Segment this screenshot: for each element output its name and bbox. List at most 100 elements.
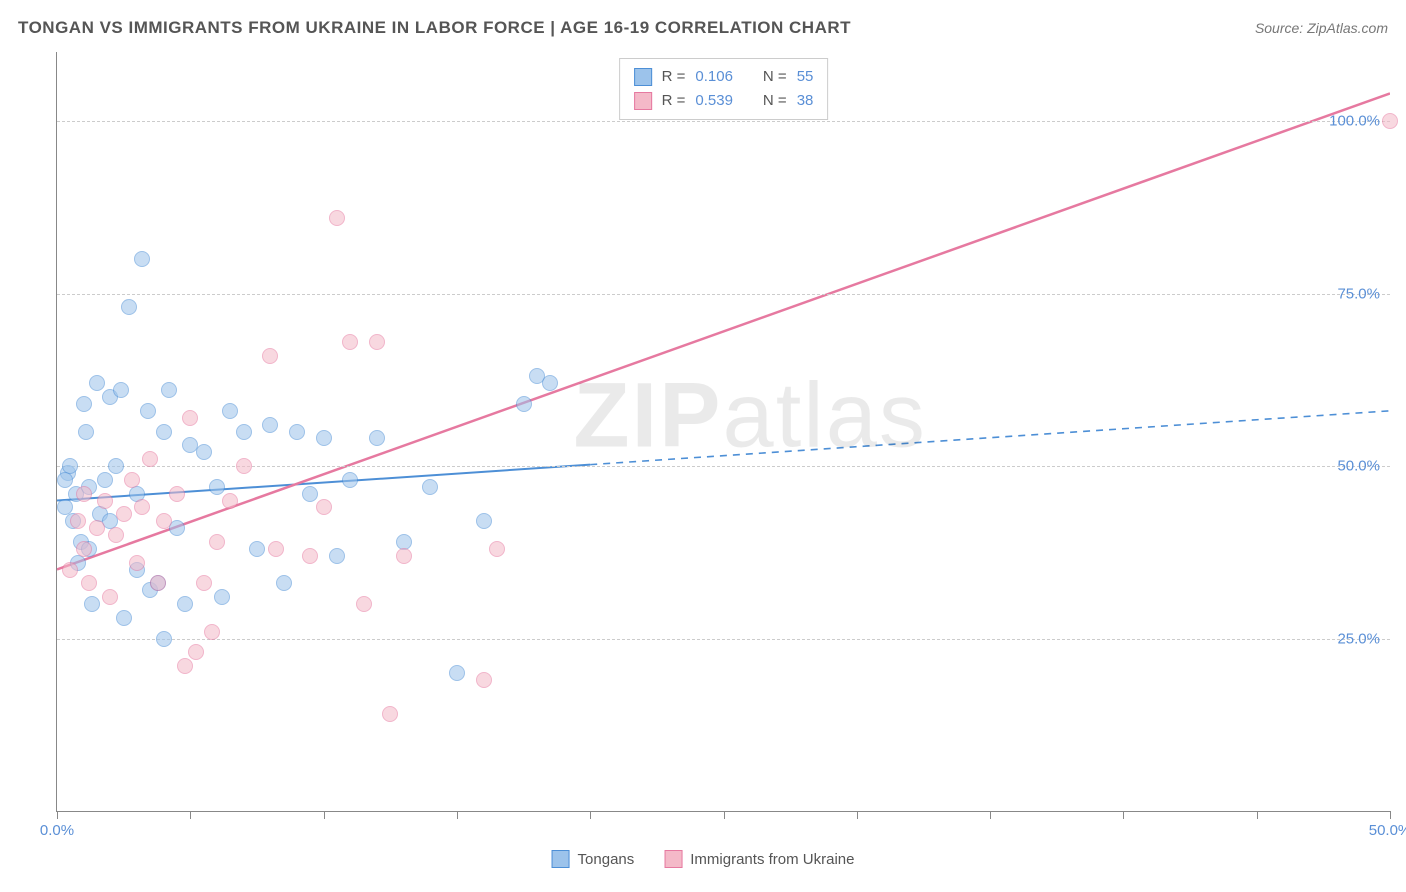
data-point (108, 527, 124, 543)
trend-line-extrapolated (590, 411, 1390, 465)
data-point (116, 506, 132, 522)
legend-swatch (664, 850, 682, 868)
data-point (196, 444, 212, 460)
chart-title: TONGAN VS IMMIGRANTS FROM UKRAINE IN LAB… (18, 18, 851, 38)
y-tick-label: 75.0% (1337, 285, 1380, 302)
data-point (214, 589, 230, 605)
data-point (369, 334, 385, 350)
data-point (76, 486, 92, 502)
data-point (89, 375, 105, 391)
x-tick (457, 811, 458, 819)
x-tick-label: 50.0% (1369, 822, 1406, 839)
data-point (188, 644, 204, 660)
data-point (236, 458, 252, 474)
source-attribution: Source: ZipAtlas.com (1255, 20, 1388, 36)
stats-legend-row: R = 0.539 N = 38 (634, 89, 814, 113)
data-point (113, 382, 129, 398)
x-tick (190, 811, 191, 819)
data-point (161, 382, 177, 398)
x-tick (57, 811, 58, 819)
data-point (476, 672, 492, 688)
legend-swatch (634, 68, 652, 86)
data-point (489, 541, 505, 557)
y-tick-label: 50.0% (1337, 458, 1380, 475)
data-point (204, 624, 220, 640)
data-point (342, 472, 358, 488)
data-point (542, 375, 558, 391)
r-value: 0.539 (695, 89, 733, 113)
gridline (57, 121, 1390, 122)
legend-swatch (552, 850, 570, 868)
x-tick (590, 811, 591, 819)
data-point (97, 493, 113, 509)
data-point (62, 562, 78, 578)
legend-item: Tongans (552, 850, 635, 868)
data-point (329, 548, 345, 564)
data-point (209, 534, 225, 550)
data-point (84, 596, 100, 612)
legend-label: Immigrants from Ukraine (690, 851, 854, 868)
data-point (78, 424, 94, 440)
x-tick-label: 0.0% (40, 822, 74, 839)
n-value: 55 (797, 65, 814, 89)
data-point (382, 706, 398, 722)
data-point (150, 575, 166, 591)
stats-legend: R = 0.106 N = 55R = 0.539 N = 38 (619, 58, 829, 120)
data-point (196, 575, 212, 591)
legend-swatch (634, 92, 652, 110)
data-point (129, 555, 145, 571)
data-point (289, 424, 305, 440)
x-tick (990, 811, 991, 819)
data-point (396, 548, 412, 564)
data-point (476, 513, 492, 529)
data-point (249, 541, 265, 557)
data-point (342, 334, 358, 350)
series-legend: Tongans Immigrants from Ukraine (552, 850, 855, 868)
data-point (316, 499, 332, 515)
x-tick (857, 811, 858, 819)
data-point (316, 430, 332, 446)
data-point (302, 548, 318, 564)
x-tick (724, 811, 725, 819)
x-tick (1123, 811, 1124, 819)
data-point (89, 520, 105, 536)
trend-lines (57, 52, 1390, 811)
data-point (134, 499, 150, 515)
data-point (76, 541, 92, 557)
data-point (302, 486, 318, 502)
data-point (369, 430, 385, 446)
n-value: 38 (797, 89, 814, 113)
data-point (156, 513, 172, 529)
r-label: R = (662, 89, 686, 113)
chart-area: In Labor Force | Age 16-19 ZIPatlas R =0… (8, 52, 1398, 872)
data-point (222, 493, 238, 509)
gridline (57, 466, 1390, 467)
gridline (57, 294, 1390, 295)
data-point (236, 424, 252, 440)
data-point (262, 348, 278, 364)
data-point (516, 396, 532, 412)
data-point (76, 396, 92, 412)
scatter-plot: ZIPatlas R =0.106N =55R =0.539N =38 25.0… (56, 52, 1390, 812)
watermark: ZIPatlas (573, 364, 926, 469)
n-label: N = (763, 89, 787, 113)
trend-line (57, 93, 1390, 569)
data-point (102, 589, 118, 605)
data-point (57, 472, 73, 488)
data-point (177, 658, 193, 674)
data-point (134, 251, 150, 267)
data-point (156, 631, 172, 647)
data-point (142, 451, 158, 467)
x-tick (1257, 811, 1258, 819)
data-point (209, 479, 225, 495)
data-point (222, 403, 238, 419)
y-tick-label: 100.0% (1329, 113, 1380, 130)
data-point (356, 596, 372, 612)
r-value: 0.106 (695, 65, 733, 89)
data-point (268, 541, 284, 557)
r-label: R = (662, 65, 686, 89)
data-point (1382, 113, 1398, 129)
data-point (140, 403, 156, 419)
data-point (121, 299, 137, 315)
data-point (276, 575, 292, 591)
